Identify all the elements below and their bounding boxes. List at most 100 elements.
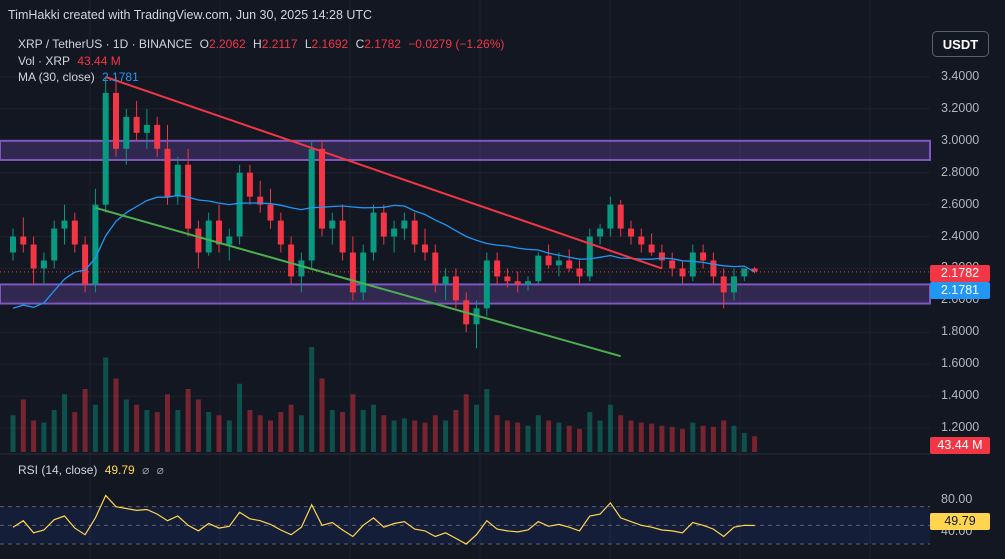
volume-bar — [525, 425, 531, 452]
candle-body — [391, 228, 398, 237]
candle-body — [20, 236, 27, 245]
rsi-pane — [0, 494, 930, 545]
candle-body — [514, 281, 521, 285]
volume-bar — [113, 378, 119, 452]
volume-bar — [628, 420, 634, 452]
volume-bar — [515, 422, 521, 452]
volume-bar — [443, 420, 449, 452]
volume-bar — [504, 420, 510, 452]
volume-bar — [329, 410, 335, 452]
candle-body — [143, 124, 150, 133]
candle-body — [288, 244, 295, 277]
candle-body — [380, 212, 387, 237]
volume-bar — [659, 425, 665, 452]
high-value: 2.2117 — [261, 37, 298, 51]
candle-body — [720, 276, 727, 293]
rsi-label: RSI (14, close) — [18, 463, 98, 477]
rsi-settings-icon-2[interactable]: ⌀ — [156, 463, 164, 477]
candle-body — [164, 148, 171, 197]
volume-bar — [597, 420, 603, 452]
volume-label: Vol · XRP — [18, 54, 71, 68]
currency-button[interactable]: USDT — [932, 31, 989, 57]
candle-body — [51, 228, 58, 261]
price-axis-label: 3.4000 — [941, 69, 980, 83]
volume-bar — [82, 389, 88, 452]
volume-bar — [144, 410, 150, 452]
volume-bar — [288, 404, 294, 452]
candle-body — [555, 260, 562, 266]
candle-body — [226, 236, 233, 245]
volume-bar — [51, 410, 57, 452]
volume-bar — [535, 415, 541, 452]
price-axis-label: 1.4000 — [941, 388, 980, 403]
candle-body — [669, 260, 676, 269]
candle-body — [133, 116, 140, 133]
volume-bar — [247, 410, 253, 452]
volume-bar — [546, 420, 552, 452]
rsi-header: RSI (14, close) 49.79 ⌀ ⌀ — [18, 463, 164, 477]
volume-bar — [474, 404, 479, 452]
volume-bar — [257, 415, 263, 452]
candle-body — [277, 220, 284, 245]
candle-body — [566, 260, 573, 269]
rsi-tag: 49.79 — [930, 513, 990, 530]
candle-body — [751, 268, 758, 272]
open-label: O — [199, 37, 209, 51]
candle-body — [349, 252, 356, 293]
volume-bar — [319, 378, 325, 452]
candle-body — [545, 255, 552, 266]
low-label: L — [304, 37, 312, 51]
volume-bar — [206, 412, 212, 452]
candle-body — [61, 220, 68, 229]
volume-bar — [494, 415, 500, 452]
candle-body — [504, 276, 511, 282]
volume-bar — [669, 426, 675, 452]
volume-bar — [268, 420, 273, 452]
candle-body — [339, 220, 346, 253]
candle-body — [267, 204, 274, 221]
candle-body — [360, 252, 367, 293]
candle-body — [195, 228, 202, 253]
candle-body — [658, 252, 665, 261]
volume-bar — [566, 425, 572, 452]
rsi-settings-icon-1[interactable]: ⌀ — [142, 463, 150, 477]
price-candles — [10, 77, 758, 349]
candle-body — [586, 236, 593, 277]
volume-bar — [20, 399, 26, 452]
volume-bar — [31, 420, 37, 452]
candle-body — [71, 220, 78, 245]
ma-header: MA (30, close) 2.1781 — [18, 70, 139, 84]
candle-body — [92, 204, 99, 285]
rsi-axis-label: 80.00 — [941, 492, 973, 507]
volume-bar — [432, 415, 438, 452]
candle-body — [700, 252, 707, 261]
candle-body — [741, 268, 748, 277]
volume-bar — [484, 389, 490, 452]
volume-bar — [175, 410, 181, 452]
volume-bar — [185, 389, 191, 452]
price-axis-label: 1.8000 — [941, 324, 980, 339]
volume-bar — [340, 412, 346, 452]
high-label: H — [253, 37, 262, 51]
candle-body — [216, 220, 222, 245]
candle-body — [452, 276, 459, 301]
candle-body — [535, 255, 542, 282]
change-value: −0.0279 (−1.26%) — [408, 37, 505, 51]
open-value: 2.2062 — [208, 37, 246, 51]
candle-body — [113, 92, 119, 149]
volume-bar — [731, 425, 737, 452]
close-value: 2.1782 — [364, 37, 401, 51]
resistance-trendline — [105, 76, 663, 270]
close-price-tag: 2.1782 — [930, 265, 990, 282]
volume-bar — [195, 399, 201, 452]
support-trendline — [95, 206, 621, 358]
volume-bar — [371, 404, 376, 452]
price-axis-label: 1.2000 — [941, 420, 980, 434]
volume-bar — [278, 412, 284, 452]
volume-bar — [556, 422, 562, 452]
candle-body — [154, 124, 161, 149]
volume-bar — [453, 410, 459, 452]
candle-body — [576, 268, 583, 277]
